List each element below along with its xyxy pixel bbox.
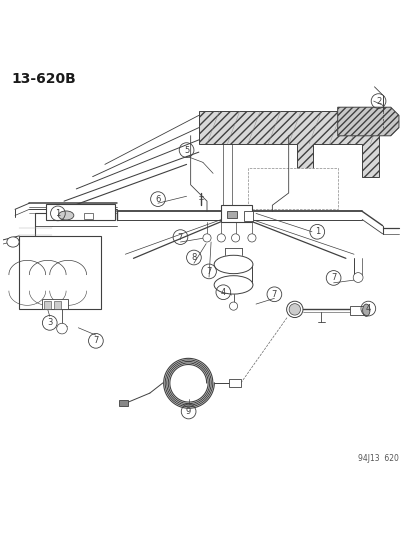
Text: 7: 7	[330, 273, 335, 282]
Text: 4: 4	[365, 304, 370, 313]
Circle shape	[352, 272, 362, 282]
Text: 1: 1	[314, 227, 319, 236]
Ellipse shape	[7, 237, 19, 247]
FancyBboxPatch shape	[43, 301, 51, 309]
Text: 8: 8	[191, 253, 196, 262]
Text: 9: 9	[185, 407, 191, 416]
Circle shape	[57, 324, 67, 334]
FancyBboxPatch shape	[229, 379, 240, 387]
FancyBboxPatch shape	[349, 306, 366, 314]
FancyBboxPatch shape	[41, 299, 68, 309]
Ellipse shape	[288, 304, 300, 315]
Circle shape	[229, 302, 237, 310]
Circle shape	[247, 234, 255, 242]
Text: 3: 3	[47, 318, 52, 327]
FancyBboxPatch shape	[83, 213, 93, 219]
Text: 4: 4	[220, 288, 225, 297]
Circle shape	[202, 234, 211, 242]
Text: 5: 5	[183, 146, 189, 155]
FancyBboxPatch shape	[221, 205, 252, 222]
FancyBboxPatch shape	[215, 264, 252, 285]
Ellipse shape	[362, 304, 369, 316]
FancyBboxPatch shape	[45, 204, 115, 220]
Text: 13-620B: 13-620B	[11, 72, 76, 86]
FancyBboxPatch shape	[247, 168, 337, 209]
Polygon shape	[337, 107, 398, 136]
FancyBboxPatch shape	[19, 236, 100, 309]
Text: 94J13  620: 94J13 620	[357, 454, 398, 463]
Text: 1: 1	[55, 209, 60, 218]
Ellipse shape	[214, 255, 252, 273]
Text: 7: 7	[271, 290, 276, 299]
FancyBboxPatch shape	[226, 211, 236, 219]
Text: 7: 7	[93, 336, 98, 345]
Ellipse shape	[286, 301, 302, 318]
Ellipse shape	[214, 276, 252, 294]
Text: 6: 6	[155, 195, 160, 204]
Circle shape	[231, 234, 239, 242]
Ellipse shape	[58, 211, 74, 220]
FancyBboxPatch shape	[119, 400, 128, 406]
Circle shape	[217, 234, 225, 242]
Text: 7: 7	[206, 267, 211, 276]
Polygon shape	[198, 111, 377, 176]
FancyBboxPatch shape	[243, 211, 252, 221]
FancyBboxPatch shape	[54, 301, 61, 309]
Text: 2: 2	[375, 96, 380, 106]
Text: 7: 7	[177, 232, 183, 241]
